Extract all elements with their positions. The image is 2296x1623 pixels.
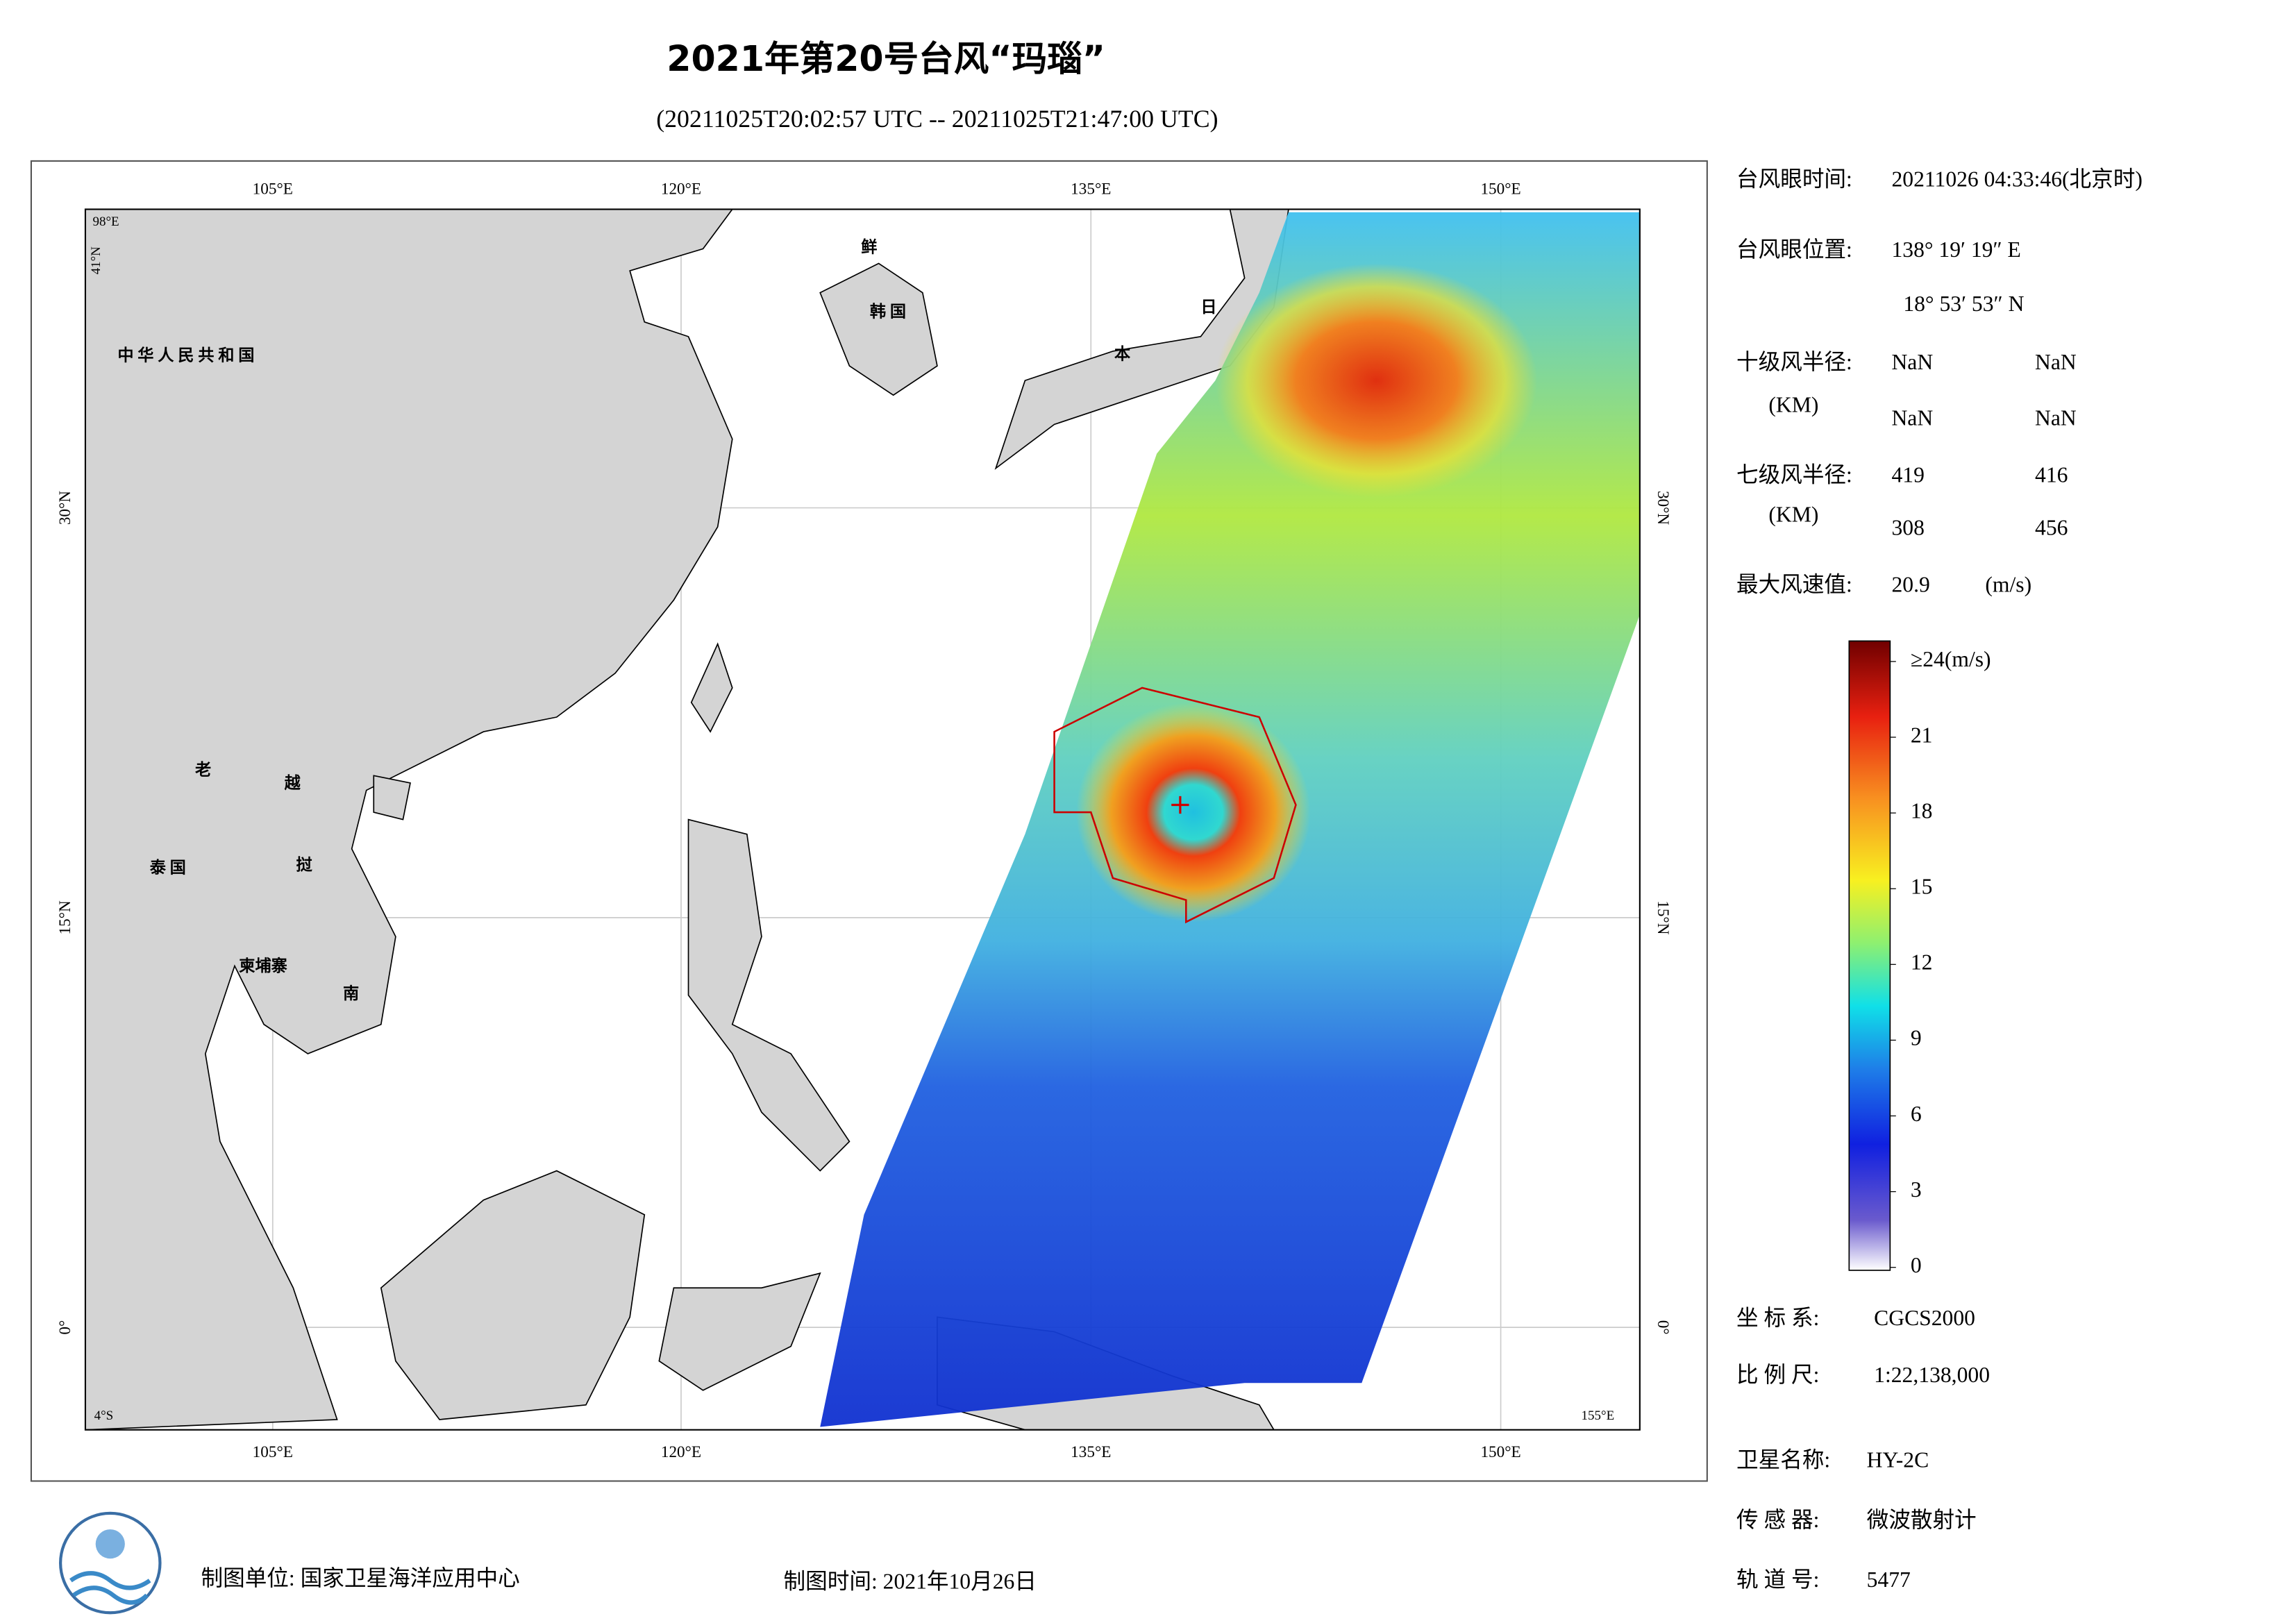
info-label: 台风眼位置: xyxy=(1736,237,1852,262)
meta-value: 1:22,138,000 xyxy=(1874,1363,1990,1387)
lon-label: 135°E xyxy=(1071,1443,1111,1461)
typhoon-core xyxy=(1076,702,1311,923)
meta-label: 坐 标 系: xyxy=(1736,1306,1819,1330)
typhoon-eye xyxy=(1171,796,1189,814)
info-value: 416 xyxy=(2035,463,2068,487)
lat-label: 15°N xyxy=(56,900,74,934)
colorbar-tick-label: 3 xyxy=(1911,1177,1922,1202)
place-labels: 中 华 人 民 共 和 国 老 越 泰 国 挝 柬埔寨 南 鲜 韩 国 日 本 xyxy=(117,239,1216,1003)
info-label: 七级风半径: xyxy=(1736,463,1852,487)
meta-panel: 坐 标 系: CGCS2000 比 例 尺: 1:22,138,000 卫星名称… xyxy=(1736,1306,1990,1592)
lat-label: 30°N xyxy=(1654,491,1672,525)
lon-label: 120°E xyxy=(661,1443,701,1461)
colorbar-tick-label: 6 xyxy=(1911,1102,1922,1126)
meta-value: 5477 xyxy=(1867,1567,1911,1592)
info-value: 20.9 xyxy=(1891,573,1929,597)
footer-unit: 制图单位: 国家卫星海洋应用中心 xyxy=(201,1566,519,1590)
meta-value: HY-2C xyxy=(1867,1447,1929,1472)
outer-frame xyxy=(30,160,1708,1482)
info-value: 18° 53′ 53″ N xyxy=(1903,292,2024,316)
lon-label: 150°E xyxy=(1480,1443,1520,1461)
lat-label: 30°N xyxy=(56,491,74,525)
wind-maximum xyxy=(1215,263,1538,498)
place-label: 老 xyxy=(194,761,211,779)
colorbar xyxy=(1848,640,1891,1271)
info-label: 十级风半径: xyxy=(1736,350,1852,374)
place-label: 泰 国 xyxy=(149,859,186,877)
lon-label: 105°E xyxy=(253,1443,293,1461)
info-value: 419 xyxy=(1891,463,1924,487)
corner-label: 4°S xyxy=(94,1408,114,1423)
logo xyxy=(58,1511,162,1615)
axis-labels: 105°E 120°E 135°E 150°E 105°E 120°E 135°… xyxy=(56,180,1672,1461)
meta-value: 微波散射计 xyxy=(1867,1508,1977,1532)
lat-label: 15°N xyxy=(1654,900,1672,934)
place-label: 南 xyxy=(343,985,359,1003)
colorbar-tick-label: 21 xyxy=(1911,723,1933,747)
colorbar-tick-label: 12 xyxy=(1911,950,1933,975)
lon-label: 150°E xyxy=(1480,180,1520,198)
lon-label: 135°E xyxy=(1071,180,1111,198)
colorbar-tick-label: 9 xyxy=(1911,1026,1922,1050)
info-label: 最大风速值: xyxy=(1736,573,1852,597)
corner-label: 41°N xyxy=(89,246,103,275)
place-label: 鲜 xyxy=(861,239,877,257)
info-value: 456 xyxy=(2035,515,2068,539)
wind-radius xyxy=(1053,687,1297,924)
info-value: NaN xyxy=(2035,350,2077,374)
footer-date: 制图时间: 2021年10月26日 xyxy=(784,1569,1037,1593)
info-value: 308 xyxy=(1891,515,1924,539)
info-unit: (KM) xyxy=(1768,502,1818,526)
corner-label: 155°E xyxy=(1582,1408,1615,1423)
meta-value: CGCS2000 xyxy=(1874,1306,1975,1330)
info-label: 台风眼时间: xyxy=(1736,167,1852,192)
lon-label: 120°E xyxy=(661,180,701,198)
map-frame xyxy=(84,208,1641,1431)
map xyxy=(85,209,1640,1430)
place-label: 韩 国 xyxy=(870,302,906,321)
corner-label: 98°E xyxy=(92,215,119,229)
place-label: 日 xyxy=(1200,298,1216,317)
info-value: 138° 19′ 19″ E xyxy=(1891,237,2020,262)
lat-label: 0° xyxy=(56,1320,74,1335)
meta-label: 传 感 器: xyxy=(1736,1508,1819,1532)
meta-label: 轨 道 号: xyxy=(1736,1567,1819,1592)
info-value: 20211026 04:33:46(北京时) xyxy=(1891,167,2142,192)
info-value: NaN xyxy=(1891,405,1933,430)
subtitle: (20211025T20:02:57 UTC -- 20211025T21:47… xyxy=(656,105,1218,133)
info-value: NaN xyxy=(1891,350,1933,374)
info-panel: 台风眼时间: 20211026 04:33:46(北京时) 台风眼位置: 138… xyxy=(1736,167,2143,597)
place-label: 柬埔寨 xyxy=(239,957,287,975)
colorbar-tick-label: 0 xyxy=(1911,1253,1922,1277)
place-label: 挝 xyxy=(296,856,313,874)
meta-label: 比 例 尺: xyxy=(1736,1363,1819,1387)
info-unit: (KM) xyxy=(1768,392,1818,417)
colorbar-ticks: 0 3 6 9 12 15 18 21 ≥24(m/s) xyxy=(1890,647,1991,1277)
place-label: 中 华 人 民 共 和 国 xyxy=(117,346,254,365)
info-value: NaN xyxy=(2035,405,2077,430)
colorbar-tick-label: 15 xyxy=(1911,874,1933,898)
title: 2021年第20号台风“玛瑙” xyxy=(667,38,1105,79)
info-unit: (m/s) xyxy=(1985,573,2031,597)
lat-label: 0° xyxy=(1654,1320,1672,1335)
place-label: 本 xyxy=(1114,346,1131,364)
lon-label: 105°E xyxy=(253,180,293,198)
meta-label: 卫星名称: xyxy=(1736,1447,1830,1472)
colorbar-tick-label: ≥24(m/s) xyxy=(1911,647,1991,671)
colorbar-tick-label: 18 xyxy=(1911,798,1933,823)
place-label: 越 xyxy=(285,774,301,792)
